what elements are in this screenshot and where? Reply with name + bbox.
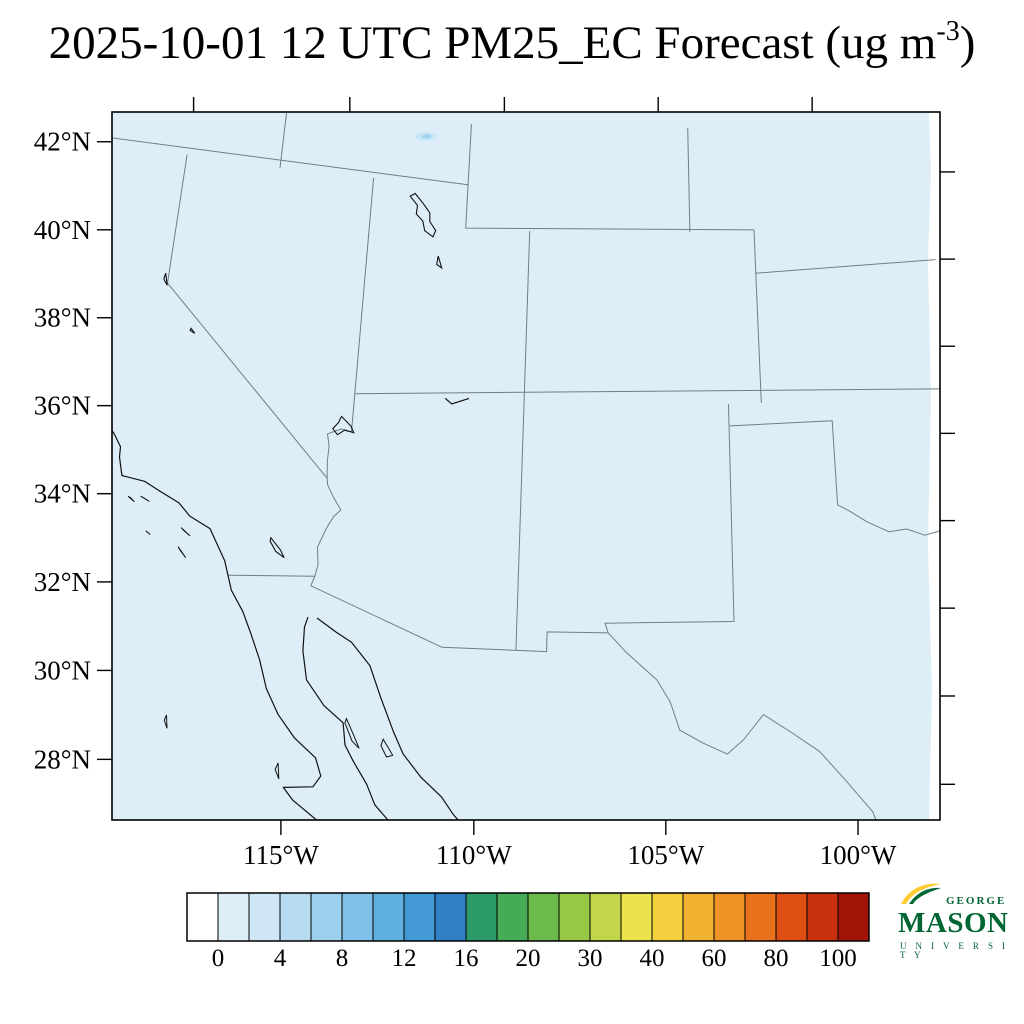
colorbar-label: 60 <box>702 945 727 972</box>
island-outline <box>344 717 360 749</box>
colorbar-label: 30 <box>578 945 603 972</box>
island-outline <box>177 546 187 559</box>
lake-outline <box>332 415 355 436</box>
pm-plume <box>421 134 432 139</box>
lat-tick-label: 42°N <box>34 127 91 157</box>
colorbar-cell <box>403 892 436 942</box>
colorbar-cell <box>434 892 467 942</box>
island-outline <box>127 495 135 503</box>
lon-tick-label: 105°W <box>627 840 704 870</box>
lake-outline <box>436 255 443 270</box>
colorbar-label: 12 <box>392 945 417 972</box>
colorbar-cell <box>837 892 870 942</box>
gmu-leaf-icon <box>900 882 942 908</box>
colorbar-cell <box>744 892 777 942</box>
lat-tick-label: 34°N <box>34 479 91 509</box>
colorbar-cell <box>558 892 591 942</box>
page-title: 2025-10-01 12 UTC PM25_EC Forecast (ug m… <box>0 16 1024 70</box>
logo-mason: MASON <box>898 907 1009 939</box>
state-border <box>167 154 328 479</box>
state-border <box>687 127 691 233</box>
colorbar-label: 16 <box>454 945 479 972</box>
coastline <box>112 429 322 820</box>
colorbar-frame <box>186 892 870 942</box>
island-outline <box>274 762 280 780</box>
state-border <box>729 420 940 536</box>
colorbar-cell <box>713 892 746 942</box>
colorbar-cell <box>496 892 529 942</box>
state-border <box>326 428 352 479</box>
lake-outline <box>269 536 285 559</box>
title-suffix: ) <box>959 17 976 69</box>
island-outline <box>180 527 191 537</box>
coastline <box>316 617 459 820</box>
island-outline <box>163 714 168 729</box>
lake-outline <box>163 273 168 286</box>
state-border <box>604 404 735 634</box>
island-outline <box>140 495 150 502</box>
state-border <box>515 230 531 651</box>
lat-tick-label: 36°N <box>34 391 91 421</box>
colorbar-cell <box>248 892 281 942</box>
colorbar-label: 40 <box>640 945 665 972</box>
colorbar-cell <box>310 892 343 942</box>
colorbar-cell <box>465 892 498 942</box>
state-border <box>354 388 940 395</box>
colorbar-label: 20 <box>516 945 541 972</box>
logo-george: GEORGE <box>946 895 1007 907</box>
lake-outline <box>409 192 437 238</box>
state-border <box>607 632 877 820</box>
state-border <box>310 576 609 653</box>
colorbar-label: 100 <box>819 945 857 972</box>
colorbar-cell <box>527 892 560 942</box>
colorbar-cell <box>372 892 405 942</box>
lat-tick-label: 40°N <box>34 215 91 245</box>
lon-tick-label: 115°W <box>243 840 319 870</box>
colorbar-cell <box>341 892 374 942</box>
lon-tick-label: 100°W <box>820 840 897 870</box>
lat-tick-label: 30°N <box>34 655 91 685</box>
lat-tick-label: 32°N <box>34 567 91 597</box>
colorbar-cell <box>682 892 715 942</box>
state-border <box>279 112 288 168</box>
map-area <box>112 112 940 820</box>
colorbar-cell <box>620 892 653 942</box>
colorbar-cell <box>775 892 808 942</box>
colorbar-label: 8 <box>336 945 349 972</box>
lake-outline <box>189 327 196 334</box>
colorbar-cell <box>186 892 219 942</box>
state-border <box>227 478 342 577</box>
colorbar-label: 0 <box>212 945 225 972</box>
state-border <box>465 124 936 274</box>
state-border <box>755 273 762 404</box>
island-outline <box>380 738 394 758</box>
zero-value-strip <box>928 112 940 820</box>
logo-university: U N I V E R S I T Y <box>900 941 1009 960</box>
lat-tick-label: 28°N <box>34 744 91 774</box>
colorbar-cell <box>279 892 312 942</box>
map-fill <box>112 112 940 820</box>
title-superscript: -3 <box>936 16 960 47</box>
gmu-logo: GEORGE MASON U N I V E R S I T Y <box>898 882 1020 960</box>
colorbar-cell <box>217 892 250 942</box>
state-border <box>112 137 469 186</box>
coastline <box>302 616 389 820</box>
lat-tick-label: 38°N <box>34 303 91 333</box>
state-border <box>351 177 375 432</box>
colorbar-cell <box>806 892 839 942</box>
map-frame <box>111 111 941 821</box>
lon-tick-label: 110°W <box>436 840 512 870</box>
colorbar-label: 4 <box>274 945 287 972</box>
colorbar-cell <box>651 892 684 942</box>
island-outline <box>145 530 151 535</box>
colorbar-cell <box>589 892 622 942</box>
title-text: 2025-10-01 12 UTC PM25_EC Forecast (ug m <box>48 17 937 69</box>
colorbar-label: 80 <box>764 945 789 972</box>
coastline <box>444 397 470 405</box>
